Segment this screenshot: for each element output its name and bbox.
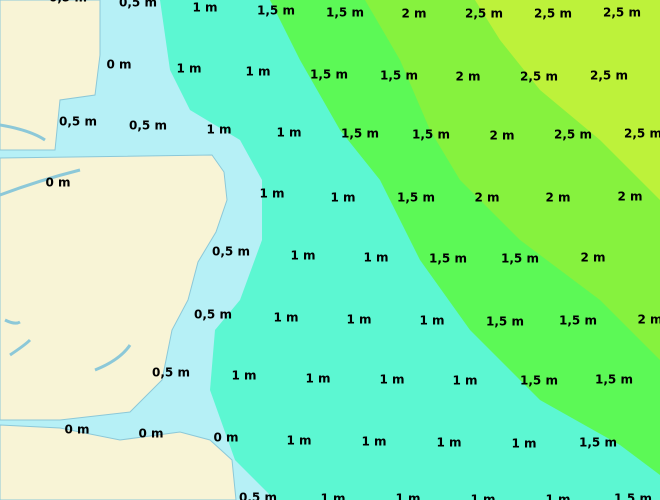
wave-height-label: 0 m bbox=[138, 427, 163, 441]
land bbox=[0, 154, 228, 421]
wave-height-label: 1 m bbox=[192, 1, 217, 15]
river bbox=[0, 123, 132, 372]
wave-height-label: 2 m bbox=[580, 251, 605, 265]
wave-height-label: 1,5 m bbox=[429, 252, 467, 266]
wave-height-label: 2,5 m bbox=[534, 7, 572, 21]
wave-height-label: 1,5 m bbox=[486, 315, 524, 329]
wave-height-label: 0,5 m bbox=[119, 0, 157, 10]
wave-height-label: 1,5 m bbox=[326, 6, 364, 20]
wave-height-label: 1,5 m bbox=[397, 191, 435, 205]
wave-height-label: 1,5 m bbox=[595, 373, 633, 387]
land bbox=[0, 0, 101, 151]
wave-height-label: 0,5 m bbox=[152, 366, 190, 380]
wave-height-label: 0,5 m bbox=[129, 119, 167, 133]
wave-height-label: 1 m bbox=[206, 123, 231, 137]
wave-height-label: 1 m bbox=[436, 436, 461, 450]
wave-height-label: 1 m bbox=[286, 434, 311, 448]
wave-height-label: 1,5 m bbox=[501, 252, 539, 266]
wave-height-label: 1,5 m bbox=[257, 4, 295, 18]
wave-height-label: 1 m bbox=[330, 191, 355, 205]
wave-height-label: 1,5 m bbox=[559, 314, 597, 328]
wave-height-label: 1 m bbox=[320, 492, 345, 500]
wave-height-label: 1 m bbox=[363, 251, 388, 265]
wave-height-label: 1,5 m bbox=[520, 374, 558, 388]
wave-height-label: 1 m bbox=[511, 437, 536, 451]
wave-height-label: 0,5 m bbox=[59, 115, 97, 129]
wave-height-label: 1 m bbox=[452, 374, 477, 388]
wave-height-label: 1 m bbox=[395, 492, 420, 500]
wave-height-label: 1,5 m bbox=[579, 436, 617, 450]
wave-height-label: 1 m bbox=[231, 369, 256, 383]
wave-height-label: 1 m bbox=[361, 435, 386, 449]
wave-height-label: 1 m bbox=[470, 493, 495, 500]
wave-height-label: 2 m bbox=[455, 70, 480, 84]
wave-height-label: 0,5 m bbox=[212, 245, 250, 259]
wave-height-label: 2 m bbox=[637, 313, 660, 327]
wave-height-label: 0 m bbox=[45, 176, 70, 190]
wave-height-label: 0,5 m bbox=[194, 308, 232, 322]
wave-height-label: 1,5 m bbox=[310, 68, 348, 82]
wave-height-label: 0,5 m bbox=[49, 0, 87, 5]
wave-height-label: 1 m bbox=[273, 311, 298, 325]
wave-height-label: 1 m bbox=[245, 65, 270, 79]
wave-height-label: 2 m bbox=[401, 7, 426, 21]
wave-height-label: 2,5 m bbox=[624, 127, 660, 141]
wave-height-label: 1 m bbox=[305, 372, 330, 386]
wave-height-label: 0 m bbox=[213, 431, 238, 445]
zone-2-5m bbox=[475, 0, 660, 200]
wave-height-label: 0 m bbox=[106, 58, 131, 72]
wave-height-label: 1 m bbox=[276, 126, 301, 140]
wave-height-label: 2 m bbox=[474, 191, 499, 205]
wave-height-label: 1 m bbox=[346, 313, 371, 327]
wave-height-label: 2,5 m bbox=[590, 69, 628, 83]
wave-height-label: 1,5 m bbox=[412, 128, 450, 142]
wave-height-label: 2 m bbox=[545, 191, 570, 205]
labels: 0,5 m 0,5 m 1 m 1,5 m 1,5 m 2 m 2,5 m 2,5 m 2,5 … bbox=[45, 0, 660, 500]
wave-height-label: 2,5 m bbox=[520, 70, 558, 84]
wave-height-label: 1 m bbox=[290, 249, 315, 263]
wave-height-label: 2 m bbox=[489, 129, 514, 143]
wave-height-label: 0 m bbox=[64, 423, 89, 437]
wave-height-label: 2 m bbox=[617, 190, 642, 204]
wave-height-label: 0,5 m bbox=[239, 491, 277, 500]
wave-height-label: 1 m bbox=[379, 373, 404, 387]
wave-height-label: 2,5 m bbox=[465, 7, 503, 21]
wave-height-label: 2,5 m bbox=[603, 6, 641, 20]
wave-height-label: 1,5 m bbox=[614, 492, 652, 500]
wave-height-label: 1,5 m bbox=[380, 69, 418, 83]
wave-height-label: 1 m bbox=[419, 314, 444, 328]
wave-height-label: 1 m bbox=[545, 493, 570, 500]
wave-height-label: 1,5 m bbox=[341, 127, 379, 141]
wave-height-label: 1 m bbox=[176, 62, 201, 76]
wave-height-label: 2,5 m bbox=[554, 128, 592, 142]
wave-height-label: 1 m bbox=[259, 187, 284, 201]
land bbox=[0, 424, 237, 500]
